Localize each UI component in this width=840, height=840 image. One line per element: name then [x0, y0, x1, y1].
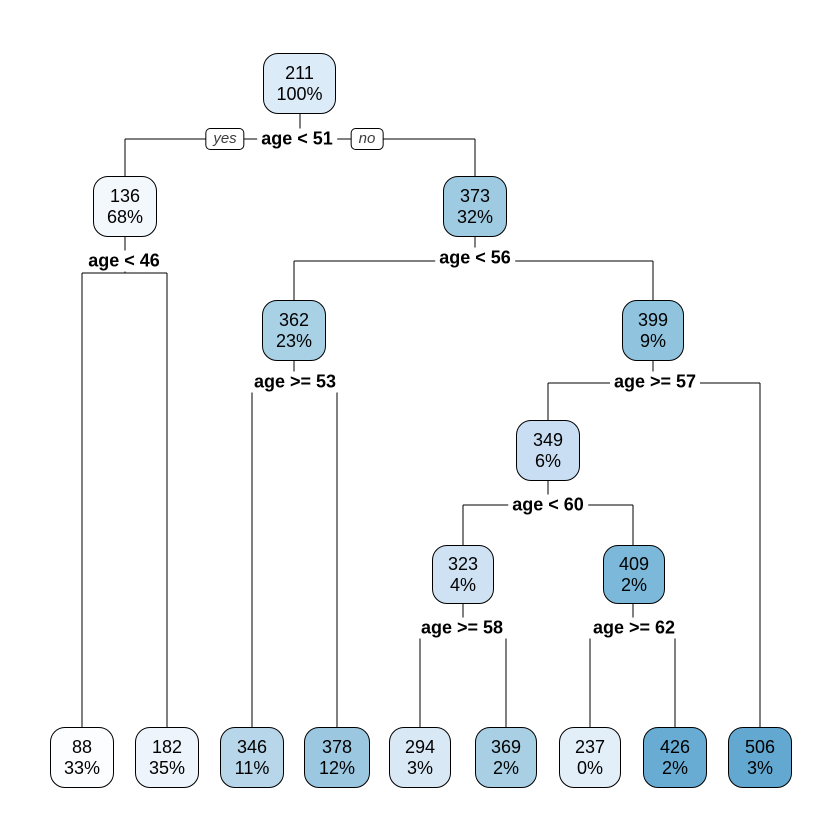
- tree-node-373: 373 32%: [443, 176, 507, 237]
- node-percent: 23%: [275, 330, 313, 351]
- leaf-node-88: 88 33%: [50, 727, 114, 788]
- node-percent: 12%: [318, 757, 356, 778]
- node-value: 237: [574, 736, 606, 757]
- tree-node-root: 211 100%: [263, 53, 336, 114]
- node-value: 211: [285, 62, 314, 83]
- node-value: 373: [459, 185, 491, 206]
- node-value: 323: [447, 553, 479, 574]
- node-percent: 32%: [456, 206, 494, 227]
- node-percent: 0%: [576, 757, 603, 778]
- no-branch-label: no: [350, 128, 384, 150]
- node-percent: 11%: [234, 757, 270, 778]
- split-label-age-58: age >= 58: [416, 617, 508, 639]
- leaf-node-182: 182 35%: [135, 727, 199, 788]
- leaf-node-369: 369 2%: [475, 727, 537, 788]
- node-value: 182: [151, 736, 183, 757]
- node-percent: 2%: [620, 574, 647, 595]
- tree-node-409: 409 2%: [603, 545, 665, 604]
- node-value: 369: [490, 736, 522, 757]
- node-value: 349: [532, 429, 564, 450]
- split-label-age-62: age >= 62: [588, 617, 680, 639]
- node-value: 399: [637, 309, 669, 330]
- node-percent: 4%: [449, 574, 476, 595]
- leaf-node-237: 237 0%: [559, 727, 621, 788]
- node-percent: 9%: [639, 330, 666, 351]
- leaf-node-506: 506 3%: [728, 727, 792, 788]
- node-value: 136: [109, 185, 141, 206]
- split-label-age-51: age < 51: [257, 128, 337, 150]
- node-value: 426: [659, 736, 691, 757]
- split-label-age-53: age >= 53: [249, 371, 341, 393]
- tree-node-349: 349 6%: [516, 420, 580, 481]
- node-value: 362: [278, 309, 310, 330]
- node-percent: 100%: [276, 83, 323, 104]
- node-value: 378: [321, 736, 353, 757]
- yes-branch-label: yes: [205, 128, 245, 150]
- node-percent: 6%: [534, 450, 561, 471]
- split-label-age-46: age < 46: [84, 250, 164, 272]
- node-value: 409: [618, 553, 650, 574]
- tree-node-136: 136 68%: [93, 176, 157, 237]
- split-label-age-56: age < 56: [435, 247, 515, 269]
- node-percent: 33%: [63, 757, 101, 778]
- split-label-age-60: age < 60: [508, 494, 588, 516]
- leaf-node-426: 426 2%: [643, 727, 707, 788]
- leaf-node-294: 294 3%: [389, 727, 451, 788]
- node-value: 294: [404, 736, 436, 757]
- node-percent: 35%: [148, 757, 186, 778]
- tree-node-399: 399 9%: [622, 300, 684, 361]
- split-label-age-57: age >= 57: [609, 371, 701, 393]
- leaf-node-346: 346 11%: [220, 727, 284, 788]
- node-percent: 68%: [106, 206, 144, 227]
- node-value: 346: [236, 736, 268, 757]
- node-value: 88: [71, 736, 93, 757]
- tree-node-362: 362 23%: [262, 300, 326, 361]
- node-percent: 2%: [492, 757, 519, 778]
- tree-node-323: 323 4%: [432, 545, 494, 604]
- node-value: 506: [744, 736, 776, 757]
- node-percent: 2%: [661, 757, 688, 778]
- node-percent: 3%: [406, 757, 433, 778]
- node-percent: 3%: [746, 757, 773, 778]
- leaf-node-378: 378 12%: [304, 727, 370, 788]
